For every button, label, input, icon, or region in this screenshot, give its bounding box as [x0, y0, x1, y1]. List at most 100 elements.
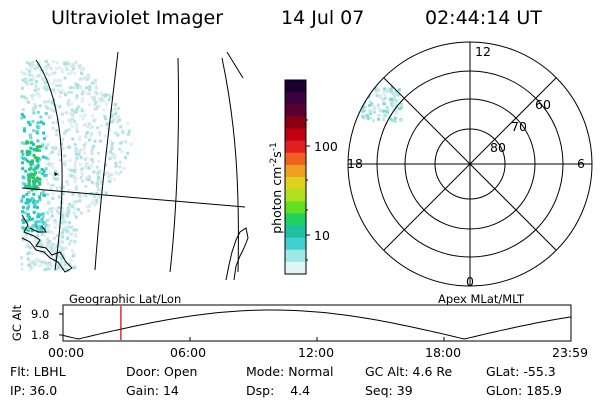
emission-pixel — [61, 235, 65, 239]
emission-pixel — [38, 145, 42, 149]
emission-pixel — [28, 268, 32, 272]
emission-pixel — [67, 262, 71, 266]
emission-pixel — [73, 177, 77, 181]
emission-pixel — [21, 205, 25, 209]
emission-pixel — [36, 229, 40, 233]
emission-pixel — [33, 258, 37, 262]
emission-pixel — [40, 191, 44, 195]
emission-pixel — [92, 170, 96, 174]
emission-pixel — [57, 264, 61, 268]
emission-pixel — [39, 213, 43, 217]
emission-pixel — [27, 120, 31, 124]
emission-pixel — [67, 99, 71, 103]
emission-pixel — [71, 137, 75, 141]
emission-pixel — [56, 186, 60, 190]
emission-pixel — [95, 171, 99, 175]
emission-pixel — [32, 192, 36, 196]
emission-pixel — [55, 133, 59, 137]
emission-pixel — [36, 121, 40, 125]
emission-pixel — [77, 66, 81, 70]
emission-pixel — [70, 248, 74, 252]
emission-pixel — [104, 117, 108, 121]
emission-pixel — [73, 162, 77, 166]
emission-pixel — [53, 247, 57, 251]
emission-pixel — [73, 165, 77, 168]
emission-pixel — [58, 209, 62, 213]
emission-pixel — [53, 226, 57, 229]
emission-pixel — [60, 259, 64, 263]
emission-pixel — [29, 136, 33, 140]
emission-pixel — [78, 138, 82, 142]
emission-pixel — [374, 89, 378, 93]
emission-pixel — [75, 94, 79, 98]
emission-pixel — [391, 119, 395, 122]
emission-pixel — [67, 91, 71, 94]
emission-pixel — [51, 126, 55, 130]
emission-pixel — [44, 60, 48, 63]
emission-pixel — [32, 173, 36, 177]
emission-pixel — [66, 230, 70, 233]
emission-pixel — [393, 93, 397, 96]
emission-pixel — [393, 119, 397, 123]
emission-pixel — [388, 97, 392, 101]
emission-pixel — [78, 163, 82, 166]
emission-pixel — [361, 96, 365, 100]
emission-pixel — [24, 232, 28, 236]
emission-pixel — [70, 205, 74, 209]
emission-pixel — [93, 139, 97, 143]
emission-pixel — [46, 100, 50, 104]
emission-pixel — [33, 182, 36, 186]
emission-pixel — [32, 129, 36, 133]
emission-pixel — [63, 164, 67, 168]
emission-pixel — [87, 92, 91, 96]
emission-pixel — [118, 165, 122, 169]
emission-pixel — [91, 81, 95, 85]
x-tick-label: 00:00 — [48, 345, 85, 360]
emission-pixel — [25, 150, 29, 154]
emission-pixel — [74, 152, 78, 156]
emission-pixel — [56, 210, 60, 214]
emission-pixel — [47, 261, 51, 265]
emission-pixel — [75, 228, 78, 232]
emission-pixel — [362, 106, 366, 109]
emission-pixel — [108, 150, 112, 154]
emission-pixel — [105, 103, 109, 107]
emission-pixel — [360, 87, 364, 91]
emission-pixel — [45, 162, 49, 166]
emission-pixel — [74, 233, 78, 237]
emission-pixel — [64, 160, 67, 164]
emission-pixel — [39, 220, 43, 224]
emission-pixel — [54, 67, 58, 71]
emission-pixel — [45, 72, 49, 76]
emission-pixel — [34, 220, 38, 224]
emission-pixel — [87, 75, 91, 79]
emission-pixel — [376, 103, 380, 107]
emission-pixel — [57, 152, 61, 156]
emission-pixel — [30, 160, 34, 164]
emission-pixel — [52, 236, 56, 240]
emission-pixel — [97, 104, 101, 108]
emission-pixel — [73, 239, 77, 243]
emission-pixel — [37, 145, 40, 149]
emission-pixel — [65, 180, 69, 183]
emission-pixel — [86, 73, 90, 77]
emission-pixel — [54, 146, 58, 150]
emission-pixel — [61, 137, 65, 141]
emission-pixel — [55, 254, 59, 258]
emission-pixel — [110, 120, 114, 124]
emission-pixel — [51, 109, 55, 113]
emission-pixel — [34, 167, 38, 171]
emission-pixel — [73, 120, 77, 123]
emission-pixel — [111, 113, 115, 117]
emission-pixel — [67, 264, 71, 268]
emission-pixel — [114, 117, 118, 121]
emission-pixel — [49, 246, 53, 250]
emission-pixel — [29, 146, 33, 150]
emission-pixel — [74, 110, 78, 114]
emission-pixel — [40, 229, 44, 233]
emission-pixel — [87, 166, 91, 170]
emission-pixel — [110, 144, 114, 148]
emission-pixel — [38, 149, 42, 152]
timeline-axis-title: GC Alt — [10, 304, 24, 342]
emission-pixel — [29, 265, 33, 269]
